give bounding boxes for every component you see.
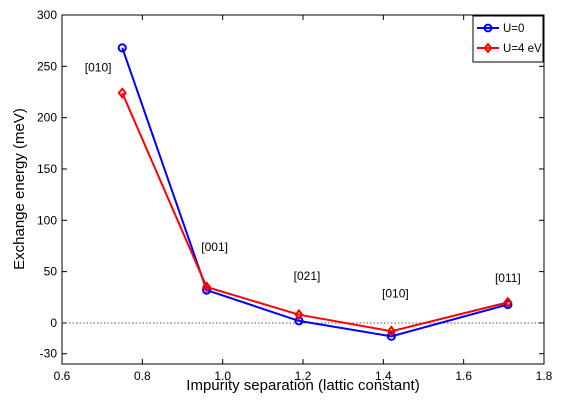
y-tick-label: 100: [37, 213, 57, 227]
series-point-1: [294, 308, 304, 321]
y-tick-label: 200: [37, 111, 57, 125]
series-point-1: [117, 87, 127, 99]
series-point-1: [201, 281, 212, 293]
series-point-0: [294, 316, 304, 326]
legend: U=0 U=4 eV: [472, 15, 544, 63]
direction-annotation: [010]: [382, 286, 409, 300]
legend-label-0: U=0: [503, 23, 524, 35]
x-tick-label: 1.8: [536, 369, 553, 383]
series-line-0: [121, 47, 509, 338]
direction-annotation: [001]: [201, 240, 228, 254]
x-tick-label: 1.6: [455, 369, 472, 383]
direction-annotation: [010]: [85, 60, 112, 74]
y-tick-label: 300: [37, 8, 57, 22]
y-tick-label: 50: [44, 265, 58, 279]
y-axis-label: Exchange energy (meV): [11, 108, 28, 270]
series-point-0: [117, 43, 127, 53]
plot-area: [62, 15, 544, 364]
x-tick-label: 1.0: [214, 369, 231, 383]
y-tick-label: -30: [40, 347, 58, 361]
legend-marker-0: [483, 23, 493, 33]
x-tick-label: 0.8: [134, 369, 151, 383]
legend-label-1: U=4 eV: [503, 43, 542, 55]
direction-annotation: [021]: [294, 269, 321, 283]
y-tick-label: 250: [37, 59, 57, 73]
legend-box: [472, 15, 544, 63]
series-point-0: [386, 331, 396, 341]
series-point-1: [503, 296, 513, 309]
y-tick-label: 0: [50, 316, 57, 330]
y-tick-label: 150: [37, 162, 57, 176]
series-line-1: [121, 92, 509, 333]
x-tick-label: 0.6: [54, 369, 71, 383]
x-tick-label: 1.4: [375, 369, 392, 383]
x-axis-label: Impurity separation (lattic constant): [186, 377, 419, 394]
direction-annotation: [011]: [495, 271, 521, 285]
x-tick-label: 1.2: [295, 369, 312, 383]
legend-marker-1: [483, 42, 493, 54]
series-point-1: [386, 325, 397, 337]
chart-marks: 0.6 0.8 1.0 1.2 1.4 1.6 1.8 300 250 200 150 100 50 0 -…: [37, 8, 553, 383]
plot-frame: [61, 14, 545, 365]
